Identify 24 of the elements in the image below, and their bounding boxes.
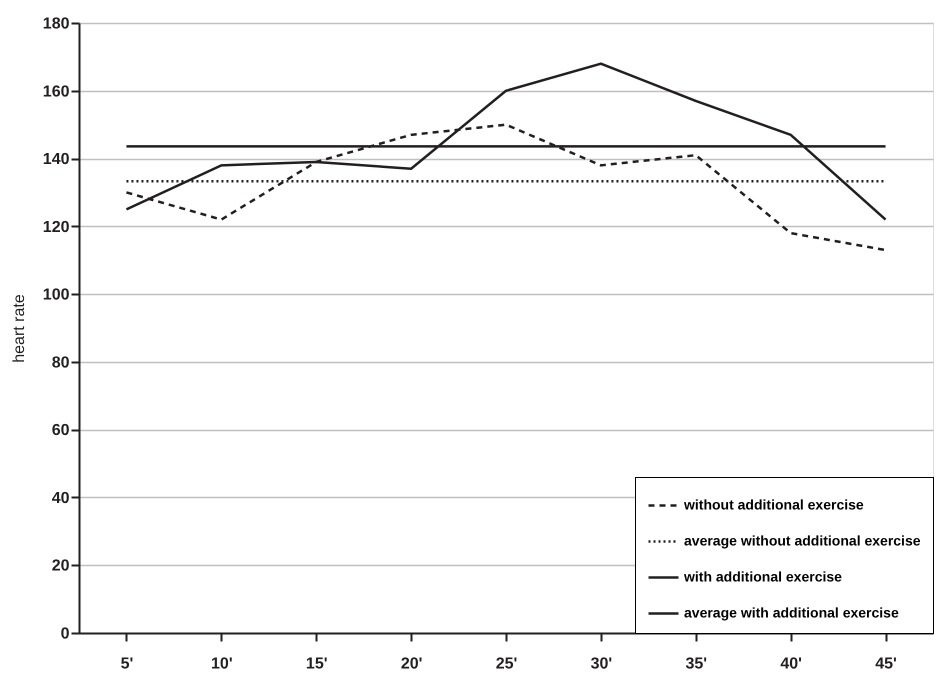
legend-label: average with additional exercise [684,604,899,620]
x-tick-label: 35' [685,656,708,672]
x-tick-label: 20' [400,656,422,672]
y-tick-label: 60 [52,422,70,440]
x-tick-label: 30' [590,656,612,672]
y-tick-label: 120 [42,218,70,236]
y-axis-title: heart rate [10,294,28,363]
x-tick-label: 25' [496,656,518,672]
y-tick-label: 40 [52,490,70,507]
y-tick-label: 80 [52,354,70,372]
x-tick-label: 10' [211,656,233,672]
x-tick-label: 5' [120,656,134,672]
y-tick-label: 180 [42,16,70,32]
legend-label: without additional exercise [683,496,864,512]
y-tick-label: 100 [42,286,70,304]
y-tick-label: 140 [42,151,70,168]
y-tick-label: 20 [52,558,70,575]
y-tick-label: 0 [60,626,70,642]
legend-label: average without additional exercise [684,532,921,548]
x-tick-label: 15' [306,656,328,672]
x-tick-label: 40' [780,656,802,672]
legend-label: with additional exercise [683,568,842,584]
x-tick-label: 45' [875,656,897,672]
y-tick-label: 160 [42,83,70,100]
